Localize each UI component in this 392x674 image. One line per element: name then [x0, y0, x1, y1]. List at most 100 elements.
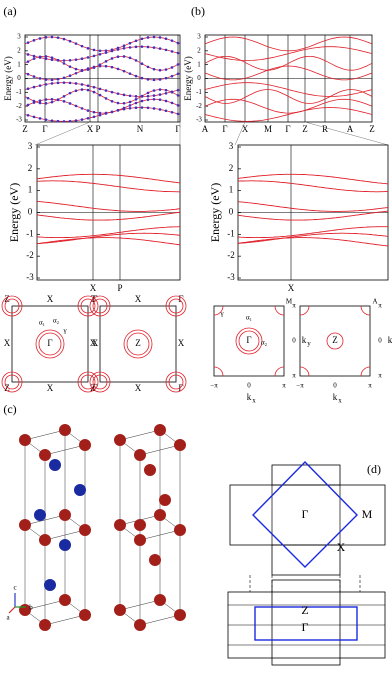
band-line: [204, 46, 373, 61]
atom: [59, 539, 71, 551]
orbital-dot: [50, 78, 54, 82]
k-label: X: [242, 124, 249, 134]
atom: [134, 449, 146, 461]
orbital-dot: [170, 66, 174, 69]
fermi-pocket: [165, 371, 187, 393]
orbital-dot: [110, 65, 114, 69]
orbital-dot: [170, 74, 174, 78]
band-line: [36, 173, 181, 184]
cell-edge: [119, 514, 181, 541]
orbital-dot: [116, 67, 120, 71]
y-tick-label: 2: [229, 163, 234, 173]
atom: [159, 494, 171, 506]
orbital-dot: [32, 57, 36, 60]
bz-label: X: [92, 338, 99, 348]
fermi-pocket: [1, 371, 23, 393]
orbital-dot: [86, 109, 90, 112]
orbital-dot: [164, 68, 168, 71]
orbital-dot: [134, 74, 138, 78]
bz-label: Z: [135, 338, 141, 348]
k-label: Γ: [222, 124, 227, 134]
orbital-dot: [74, 42, 78, 45]
y-axis-title: Energy (eV): [3, 56, 13, 101]
band-line: [204, 65, 373, 81]
band-line: [237, 180, 389, 193]
fermi-pocket: [126, 332, 150, 356]
orbital-dot: [170, 39, 174, 42]
orbital-dot: [110, 110, 114, 114]
orbital-dot: [86, 47, 90, 50]
orbital-dot: [68, 65, 72, 68]
x-axis-title: k: [247, 392, 252, 402]
orbital-dot: [122, 55, 126, 58]
y-tick-label: 1: [229, 185, 234, 195]
pocket-label: α₂: [53, 317, 60, 325]
y-axis-subscript: y: [307, 340, 311, 348]
orbital-dot: [80, 68, 84, 72]
orbital-dot: [116, 108, 120, 112]
orbital-dot: [140, 99, 144, 103]
k-label: Z: [369, 124, 375, 134]
panel-label: (c): [3, 402, 16, 416]
orbital-dot: [140, 95, 144, 98]
atom: [79, 524, 91, 536]
orbital-dot: [164, 99, 168, 103]
y-tick-label: 3: [197, 33, 201, 41]
orbital-dot: [170, 110, 174, 114]
orbital-dot: [68, 91, 72, 95]
band-line: [36, 237, 181, 246]
orbital-dot: [134, 59, 138, 62]
orbital-dot: [116, 92, 120, 95]
orbital-dot: [116, 46, 120, 50]
frame: [11, 305, 89, 383]
panel-label: (d): [367, 462, 381, 476]
bz-label: Z: [4, 294, 10, 304]
atom: [134, 619, 146, 631]
orbital-dot: [164, 88, 168, 92]
orbital-dot: [122, 101, 126, 105]
cell-edge: [24, 429, 86, 456]
pocket-label: α₁: [39, 319, 45, 327]
k-label: Z: [22, 124, 28, 134]
orbital-dot: [44, 78, 48, 81]
k-label: Γ: [285, 124, 290, 134]
k-label: Z: [302, 124, 308, 134]
orbital-dot: [26, 60, 30, 63]
orbital-dot: [80, 57, 84, 61]
orbital-dot: [158, 68, 162, 72]
band-line: [237, 173, 389, 185]
fermi-pocket: [35, 329, 65, 359]
fermi-pocket: [274, 305, 285, 316]
axis-label: a: [6, 614, 10, 622]
frame: [254, 606, 358, 641]
atom: [154, 594, 166, 606]
orbital-dot: [110, 99, 114, 103]
orbital-dot: [176, 94, 180, 97]
atom: [79, 439, 91, 451]
orbital-dot: [152, 67, 156, 71]
orbital-dot: [146, 106, 150, 110]
orbital-dot: [116, 101, 120, 105]
orbital-dot: [26, 96, 30, 100]
orbital-dot: [134, 39, 138, 43]
y-tick-label: 0: [17, 74, 21, 82]
orbital-dot: [32, 75, 36, 78]
bz-label: X: [135, 294, 142, 304]
band-line: [36, 200, 181, 212]
band-line: [24, 89, 181, 104]
bz-label: Γ: [92, 294, 97, 304]
band-line: [204, 56, 373, 71]
k-label: Γ: [42, 124, 47, 134]
orbital-dot: [140, 45, 144, 48]
atom: [149, 554, 161, 566]
y-tick-label: -3: [227, 272, 235, 282]
fermi-pocket: [360, 305, 371, 316]
orbital-dot: [104, 60, 108, 63]
frame: [271, 464, 341, 486]
fermi-pocket: [360, 366, 371, 377]
orbital-dot: [170, 50, 174, 53]
orbital-dot: [134, 101, 138, 105]
bz-label: Γ: [246, 335, 251, 345]
y-axis-title: Energy (eV): [208, 183, 222, 242]
orbital-dot: [56, 36, 60, 39]
